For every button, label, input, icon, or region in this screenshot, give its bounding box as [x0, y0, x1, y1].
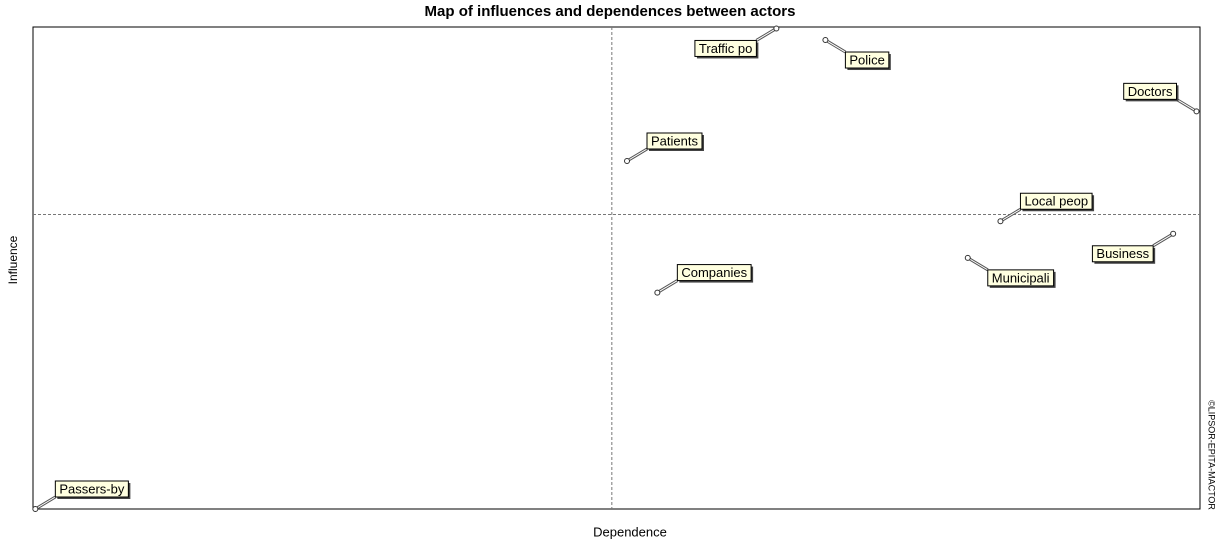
connector: [756, 28, 776, 40]
point: [774, 26, 779, 31]
point-label: Patients: [651, 133, 698, 148]
point-label: Companies: [681, 265, 747, 280]
connector: [657, 281, 677, 293]
point: [625, 158, 630, 163]
x-axis-label: Dependence: [593, 524, 667, 539]
y-axis-label: Influence: [6, 235, 20, 284]
point-label: Traffic po: [699, 41, 752, 56]
point-label: Police: [849, 52, 884, 67]
connector: [1176, 99, 1196, 111]
point: [998, 219, 1003, 224]
connector: [1153, 234, 1173, 246]
chart-title: Map of influences and dependences betwee…: [425, 3, 796, 20]
point-label: Business: [1096, 246, 1149, 261]
connector: [1000, 209, 1020, 221]
point: [1194, 109, 1199, 114]
point: [823, 38, 828, 43]
watermark: ©LIPSOR-EPITA-MACTOR: [1207, 400, 1217, 510]
connector: [35, 497, 55, 509]
point: [965, 255, 970, 260]
point-label: Municipali: [992, 270, 1050, 285]
point-label: Local peop: [1024, 194, 1088, 209]
page: {"chart_data": {"type": "scatter", "titl…: [0, 0, 1219, 541]
point: [655, 290, 660, 295]
point: [1171, 231, 1176, 236]
connector: [825, 40, 845, 52]
connector: [968, 258, 988, 270]
point-label: Doctors: [1128, 84, 1173, 99]
plot-frame: [33, 27, 1200, 509]
chart: Map of influences and dependences betwee…: [0, 0, 1219, 541]
point: [33, 507, 38, 512]
point-label: Passers-by: [59, 481, 125, 496]
connector: [627, 149, 647, 161]
